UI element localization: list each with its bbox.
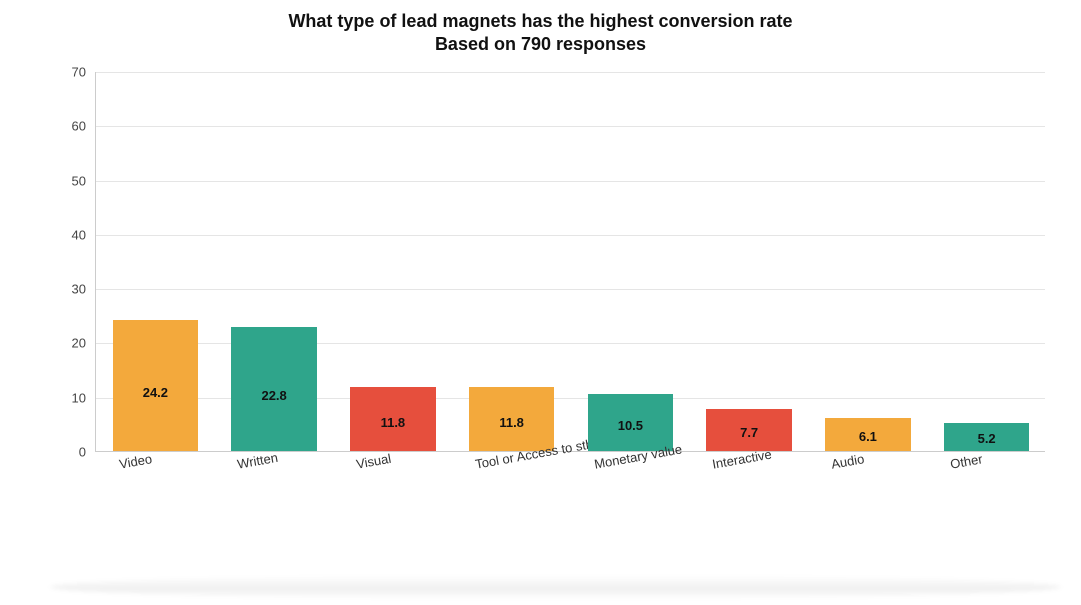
bar: 6.1	[825, 418, 911, 451]
bar-value-label: 7.7	[740, 425, 758, 440]
chart-title-line1: What type of lead magnets has the highes…	[0, 10, 1081, 33]
bar-value-label: 6.1	[859, 429, 877, 444]
chart-plot-area: 01020304050607024.2Video22.8Written11.8V…	[95, 72, 1045, 452]
x-tick-label: Audio	[829, 445, 865, 471]
y-tick-label: 10	[72, 390, 96, 405]
y-tick-label: 20	[72, 336, 96, 351]
bar-value-label: 11.8	[381, 415, 406, 430]
gridline	[96, 126, 1045, 127]
y-tick-label: 40	[72, 227, 96, 242]
bar: 24.2	[113, 320, 199, 451]
bar-value-label: 5.2	[978, 431, 996, 446]
x-tick-label: Video	[117, 445, 153, 471]
bar-value-label: 22.8	[261, 388, 286, 403]
y-tick-label: 70	[72, 65, 96, 80]
bar-value-label: 24.2	[143, 385, 168, 400]
bar-value-label: 11.8	[499, 415, 524, 430]
gridline	[96, 72, 1045, 73]
decorative-shadow	[50, 575, 1061, 599]
bar-value-label: 10.5	[618, 418, 643, 433]
gridline	[96, 181, 1045, 182]
y-tick-label: 60	[72, 119, 96, 134]
x-tick-label: Other	[948, 445, 984, 471]
chart-title-block: What type of lead magnets has the highes…	[0, 10, 1081, 55]
gridline	[96, 235, 1045, 236]
y-tick-label: 30	[72, 282, 96, 297]
chart-canvas: What type of lead magnets has the highes…	[0, 0, 1081, 605]
bar: 5.2	[944, 423, 1030, 451]
bar: 22.8	[231, 327, 317, 451]
y-tick-label: 0	[79, 445, 96, 460]
x-tick-label: Visual	[354, 445, 392, 472]
chart-plot-container: 01020304050607024.2Video22.8Written11.8V…	[95, 72, 1045, 452]
bar: 11.8	[350, 387, 436, 451]
y-tick-label: 50	[72, 173, 96, 188]
chart-title-line2: Based on 790 responses	[0, 33, 1081, 56]
gridline	[96, 289, 1045, 290]
